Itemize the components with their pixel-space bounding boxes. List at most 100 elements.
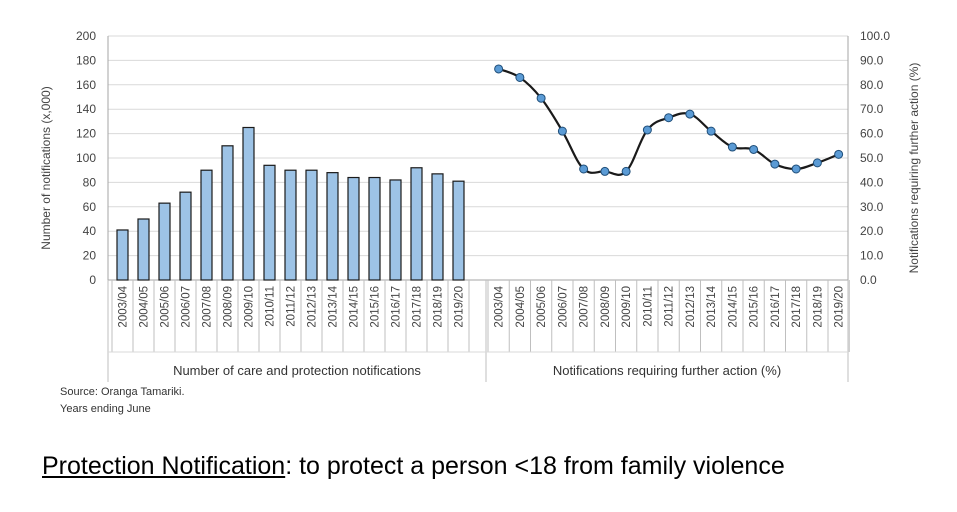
bar-category-label: 2008/09 [223,286,235,328]
right-axis-tick-label: 10.0 [860,249,884,263]
right-axis-title: Notifications requiring further action (… [907,63,921,274]
line-category-label: 2013/14 [706,285,718,327]
left-axis-tick-label: 40 [83,224,97,238]
bar [347,176,360,281]
bar-category-label: 2007/08 [202,286,214,328]
bar-category-label: 2014/15 [349,286,361,328]
bar [410,167,423,281]
right-axis-tick-label: 80.0 [860,78,884,92]
bar-category-label: 2018/19 [433,286,445,328]
left-axis-tick-label: 80 [83,175,97,189]
line-category-label: 2003/04 [494,285,506,327]
left-axis-tick-label: 160 [76,78,96,92]
line-category-label: 2008/09 [600,286,612,328]
line-point [727,142,737,152]
right-axis-tick-label: 90.0 [860,53,884,67]
bar [179,191,192,281]
left-axis-tick-label: 200 [76,29,96,43]
right-axis-tick-label: 70.0 [860,102,884,116]
bar [284,169,297,281]
line-point [749,144,759,154]
line-category-label: 2005/06 [536,286,548,328]
line-category-label: 2006/07 [557,286,569,328]
bar-category-label: 2013/14 [328,285,340,327]
left-axis-tick-label: 180 [76,53,96,67]
left-axis-tick-label: 60 [83,200,97,214]
line-point [536,93,546,103]
line-point [642,125,652,135]
bar [431,173,444,281]
note-text: Years ending June [60,403,151,415]
right-axis-tick-label: 50.0 [860,151,884,165]
right-axis-tick-label: 0.0 [860,273,877,287]
line-category-label: 2014/15 [727,286,739,328]
right-axis-tick-label: 100.0 [860,29,890,43]
line-category-label: 2004/05 [515,286,527,328]
left-axis-tick-label: 120 [76,127,96,141]
bar-category-label: 2010/11 [265,286,277,327]
line-point [579,164,589,174]
line-category-label: 2011/12 [664,286,676,327]
caption-term: Protection Notification [42,452,286,480]
bar-group-label: Number of care and protection notificati… [173,363,421,378]
caption: Protection Notification: to protect a pe… [42,452,785,481]
line-point [557,126,567,136]
line-point [770,159,780,169]
right-axis-tick-label: 30.0 [860,200,884,214]
bar [452,180,465,281]
bar [305,169,318,281]
line-category-label: 2017/18 [791,286,803,328]
bar [326,172,339,281]
left-axis-tick-label: 0 [89,273,96,287]
line-category-label: 2016/17 [770,286,782,328]
right-axis-tick-label: 60.0 [860,127,884,141]
line-point [812,158,822,168]
bar [263,164,276,281]
line-point [494,64,504,74]
line-category-label: 2009/10 [621,286,633,328]
left-axis-tick-label: 20 [83,249,97,263]
line-point [621,166,631,176]
line-point [685,109,695,119]
line-category-label: 2018/19 [812,286,824,328]
bar [368,176,381,281]
line-point [791,164,801,174]
caption-rest: : to protect a person <18 from family vi… [285,452,785,480]
line-group-label: Notifications requiring further action (… [553,363,781,378]
bar-category-label: 2004/05 [139,286,151,328]
line-category-label: 2012/13 [685,286,697,328]
bar [137,218,150,281]
line-point [600,166,610,176]
line-category-label: 2019/20 [834,286,846,328]
bar-category-label: 2016/17 [391,286,403,328]
line-category-label: 2007/08 [579,286,591,328]
bar-category-label: 2009/10 [244,286,256,328]
bar-category-label: 2019/20 [454,286,466,328]
bar-category-label: 2017/18 [412,286,424,328]
bar [389,179,402,281]
line-point [834,149,844,159]
bar-category-label: 2011/12 [286,286,298,327]
bar [242,126,255,281]
chart: 0 20 40 60 80 100 120 140 160 180 200 0.0 10.0 20.0 30… [39,29,921,382]
bar-category-label: 2003/04 [118,285,130,327]
left-axis-title: Number of notifications (x,000) [39,86,53,249]
bar [158,202,171,281]
bar-category-label: 2006/07 [181,286,193,328]
bar [221,145,234,281]
line-point [664,113,674,123]
bar [116,229,129,281]
right-axis-tick-label: 40.0 [860,175,884,189]
left-axis-tick-label: 140 [76,102,96,116]
line-category-label: 2010/11 [642,286,654,327]
line-point [515,72,525,82]
bar-category-label: 2015/16 [370,286,382,328]
right-axis-tick-label: 20.0 [860,224,884,238]
bar-category-label: 2005/06 [160,286,172,328]
source-text: Source: Oranga Tamariki. [60,386,185,398]
bar [200,169,213,281]
bar-category-label: 2012/13 [307,286,319,328]
line-point [706,126,716,136]
line-category-label: 2015/16 [749,286,761,328]
left-axis-tick-label: 100 [76,151,96,165]
